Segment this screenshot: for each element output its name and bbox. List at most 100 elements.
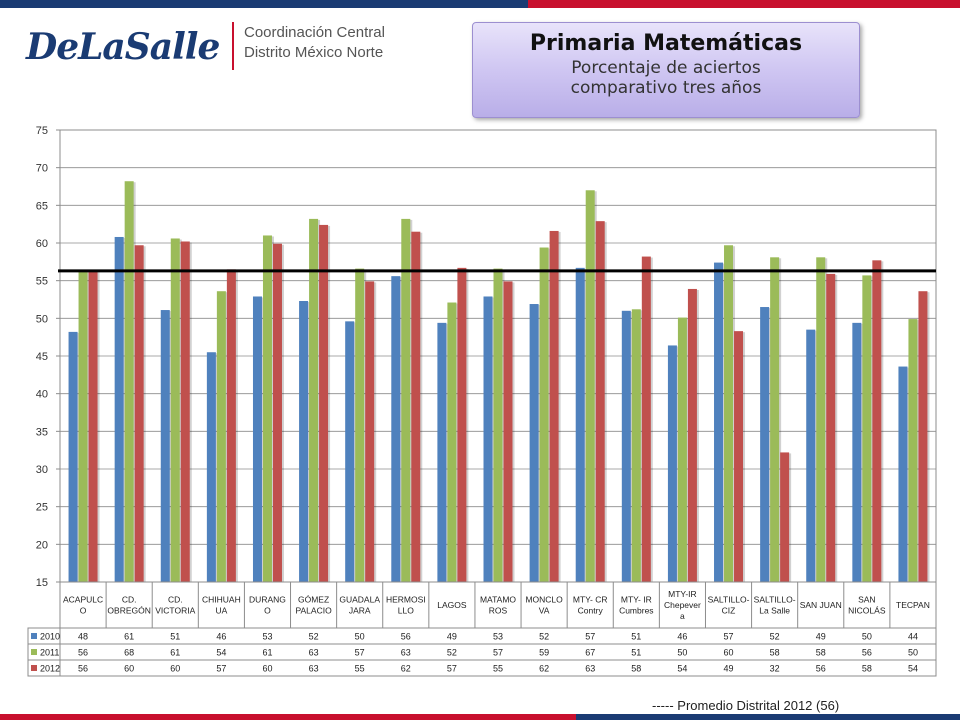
category-label: VICTORIA [155,606,195,616]
table-value: 51 [631,632,641,642]
table-value: 60 [124,664,134,674]
table-value: 52 [447,648,457,658]
table-value: 56 [862,648,872,658]
table-value: 56 [401,632,411,642]
table-value: 55 [355,664,365,674]
bar-2010-7 [391,276,401,582]
table-value: 49 [724,664,734,674]
category-label: CHIHUAH [202,595,241,605]
category-label: SAN [858,595,875,605]
y-tick-label: 60 [36,238,48,250]
bottom-accent-bar [0,714,960,720]
y-tick-label: 15 [36,577,48,589]
table-value: 60 [262,664,272,674]
bar-2010-0 [68,331,78,582]
y-tick-label: 30 [36,464,48,476]
table-value: 52 [309,632,319,642]
bar-2011-5 [309,218,319,583]
delasalle-logo: DeLaSalle Coordinación Central Distrito … [26,18,386,72]
bar-2010-11 [575,267,585,582]
bar-2012-2 [180,241,190,582]
table-value: 56 [78,648,88,658]
category-label: CD. [168,595,183,605]
category-label: O [80,606,87,616]
category-label: JARA [349,606,371,616]
table-value: 61 [262,648,272,658]
bar-2010-15 [760,307,770,582]
legend-label-2012: 2012 [40,664,60,674]
table-value: 49 [816,632,826,642]
category-label: MTY-IR [668,589,697,599]
table-value: 32 [770,664,780,674]
table-value: 50 [677,648,687,658]
category-label: NICOLÁS [848,606,886,616]
bar-2011-17 [862,275,872,582]
bar-2011-13 [677,317,687,582]
bar-2011-11 [585,190,595,582]
category-label: GUADALA [339,595,380,605]
bar-2011-15 [770,257,780,582]
average-value: (56) [816,698,840,713]
table-value: 63 [309,664,319,674]
table-value: 54 [216,648,226,658]
legend-label-2011: 2011 [40,648,59,658]
bar-2012-13 [687,288,697,582]
table-value: 56 [78,664,88,674]
y-tick-label: 50 [36,313,48,325]
y-tick-label: 45 [36,351,48,363]
category-label: MATAMO [480,595,516,605]
table-value: 51 [170,632,180,642]
table-value: 56 [816,664,826,674]
bar-2010-2 [160,310,170,582]
category-label: LAGOS [437,600,467,610]
y-tick-label: 55 [36,276,48,288]
table-value: 57 [493,648,503,658]
table-value: 60 [170,664,180,674]
table-value: 58 [816,648,826,658]
chart-title: Primaria Matemáticas [529,31,803,56]
table-value: 61 [124,632,134,642]
y-tick-label: 65 [36,200,48,212]
bar-2011-2 [170,238,180,583]
table-value: 68 [124,648,134,658]
table-value: 50 [908,648,918,658]
category-label: SALTILLO- [708,595,750,605]
table-value: 63 [585,664,595,674]
bar-2012-1 [134,245,144,582]
bar-2011-3 [216,291,226,582]
table-value: 46 [216,632,226,642]
bar-2011-6 [355,268,365,582]
category-label: Contry [578,606,604,616]
bar-2012-3 [226,269,236,582]
legend-swatch-2011 [31,649,37,655]
table-value: 48 [78,632,88,642]
table-value: 61 [170,648,180,658]
table-value: 50 [355,632,365,642]
legend-swatch-2012 [31,665,37,671]
category-label: a [680,611,685,621]
bar-2011-8 [447,302,457,582]
bar-2012-12 [641,256,651,582]
table-value: 51 [631,648,641,658]
table-row-2011 [27,643,937,661]
table-header-row [59,581,937,629]
table-value: 58 [770,648,780,658]
category-label: MONCLO [525,595,563,605]
bar-2012-5 [319,224,329,583]
category-label: CIZ [722,606,736,616]
table-value: 58 [631,664,641,674]
bar-2010-5 [299,301,309,582]
y-tick-label: 35 [36,426,48,438]
category-label: CD. [122,595,137,605]
table-value: 58 [862,664,872,674]
table-value: 60 [724,648,734,658]
bar-2012-4 [272,243,282,582]
bar-2010-9 [483,296,493,582]
bar-2010-1 [114,236,124,582]
bar-2010-10 [529,304,539,582]
category-label: GÓMEZ [298,595,329,605]
bar-2010-14 [714,262,724,582]
bar-2012-0 [88,270,98,582]
table-value: 62 [401,664,411,674]
category-label: MTY- IR [621,595,652,605]
